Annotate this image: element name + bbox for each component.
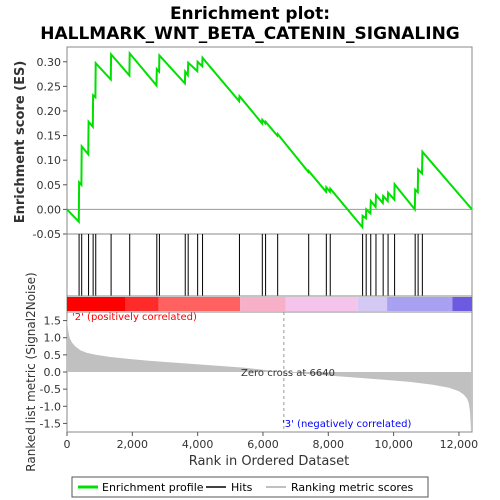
band-segment [452,297,472,311]
x-tick-label: 0 [64,438,71,451]
x-tick-label: 8,000 [313,438,345,451]
x-tick-label: 4,000 [182,438,214,451]
band-segment [387,297,453,311]
negative-label: '3' (negatively correlated) [282,419,411,430]
band-segment [240,297,286,311]
metric-ytick-label: -1.5 [40,417,61,430]
metric-ytick-label: 0.5 [44,349,62,362]
es-ytick-label: 0.00 [37,203,62,216]
x-axis-label: Rank in Ordered Dataset [189,454,350,469]
es-ytick-label: 0.25 [37,80,62,93]
es-ytick-label: -0.05 [33,228,61,241]
band-segment [67,297,126,311]
metric-ytick-label: -1.0 [40,400,61,413]
zero-cross-label: Zero cross at 6640 [241,368,335,379]
x-tick-label: 12,000 [440,438,479,451]
metric-ytick-label: -0.5 [40,383,61,396]
metric-panel: -1.5 -1.0 -0.5 0.0 0.5 1.0 1.5 '2' (positively… [24,272,473,472]
es-ytick-label: 0.10 [37,154,62,167]
band-segment [158,297,241,311]
hits-panel-frame [66,233,473,297]
x-tick-label: 10,000 [374,438,413,451]
es-ytick-label: 0.15 [37,130,62,143]
hits-panel [66,233,473,297]
x-tick-label: 6,000 [247,438,279,451]
es-profile-line [66,50,473,230]
es-ytick-label: 0.05 [37,179,62,192]
chart-title-line2: HALLMARK_WNT_BETA_CATENIN_SIGNALING [40,24,460,44]
legend: Enrichment profile Hits Ranking metric s… [71,476,429,498]
es-panel: -0.05 0.00 0.05 0.10 0.15 0.20 0.25 0.30 Enrich… [13,46,473,241]
rank-color-band [66,295,473,313]
x-tick-label: 2,000 [117,438,149,451]
es-ytick-label: 0.30 [37,56,62,69]
ranking-metric-area [67,317,472,431]
legend-enrichment-label: Enrichment profile [102,481,204,494]
legend-metric-label: Ranking metric scores [291,481,413,494]
band-segment [357,297,388,311]
es-panel-frame [66,46,473,235]
es-ytick-label: 0.20 [37,105,62,118]
metric-ytick-label: 1.0 [44,332,62,345]
band-segment [125,297,159,311]
metric-ytick-label: 1.5 [44,315,62,328]
band-segment [285,297,358,311]
metric-ylabel: Ranked list metric (Signal2Noise) [24,272,38,471]
x-axis: 0 2,000 4,000 6,000 8,000 10,000 12,000 [64,432,479,451]
metric-ytick-label: 0.0 [44,366,62,379]
chart-title-line1: Enrichment plot: [170,4,330,24]
es-ylabel: Enrichment score (ES) [13,61,28,224]
legend-hits-label: Hits [231,481,253,494]
legend-frame [71,476,429,498]
positive-label: '2' (positively correlated) [72,312,197,323]
